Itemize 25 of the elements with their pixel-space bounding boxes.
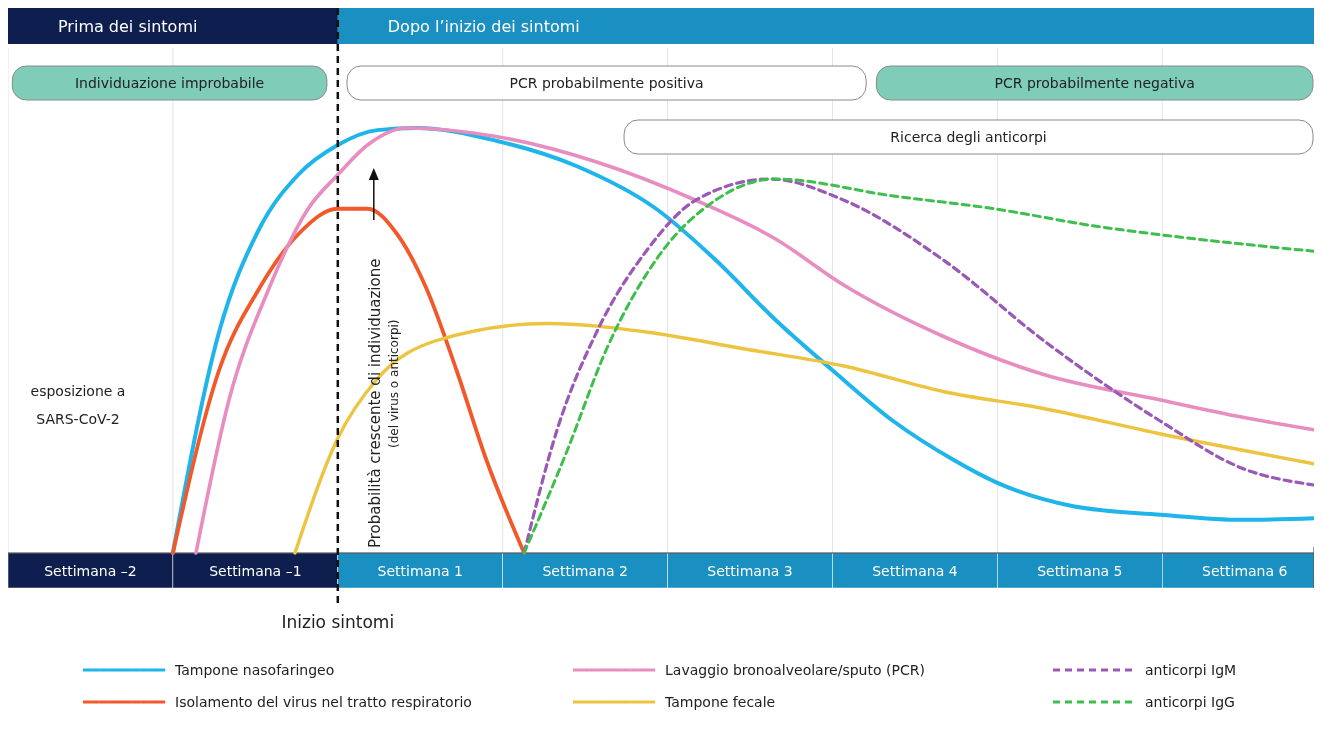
x-tick-label: Settimana 4 (872, 563, 958, 579)
x-tick-label: Settimana 1 (377, 563, 463, 579)
ref-line-label: Inizio sintomi (281, 612, 395, 632)
x-tick-label: Settimana 6 (1202, 563, 1288, 579)
label-pill: PCR probabilmente positiva (346, 65, 867, 101)
x-tick-label: Settimana 5 (1037, 563, 1123, 579)
text: Dopo l’inizio dei sintomi (387, 17, 580, 36)
x-tick-label: Settimana –2 (44, 563, 137, 579)
annotation: (del virus o anticorpi) (386, 319, 401, 448)
label-pill: Ricerca degli anticorpi (623, 119, 1314, 155)
legend-label: anticorpi IgG (1145, 694, 1235, 710)
text: Prima dei sintomi (58, 17, 198, 36)
x-tick-label: Settimana –1 (209, 563, 302, 579)
annotation: Probabilità crescente di individuazione (365, 258, 384, 548)
legend-label: anticorpi IgM (1145, 662, 1237, 678)
legend-label: Isolamento del virus nel tratto respiratorio (175, 694, 472, 710)
legend-label: Lavaggio bronoalveolare/sputo (PCR) (665, 662, 925, 678)
annotation: Ricerca degli anticorpi (890, 129, 1047, 145)
annotation: esposizione a SARS-CoV-2 (30, 383, 126, 427)
label-pill: Individuazione improbabile (11, 65, 328, 101)
x-tick-label: Settimana 2 (542, 563, 628, 579)
label-pill: PCR probabilmente negativa (875, 65, 1314, 101)
legend-label: Tampone fecale (664, 694, 776, 710)
legend-label: Tampone nasofaringeo (174, 662, 335, 678)
x-tick-label: Settimana 3 (707, 563, 793, 579)
